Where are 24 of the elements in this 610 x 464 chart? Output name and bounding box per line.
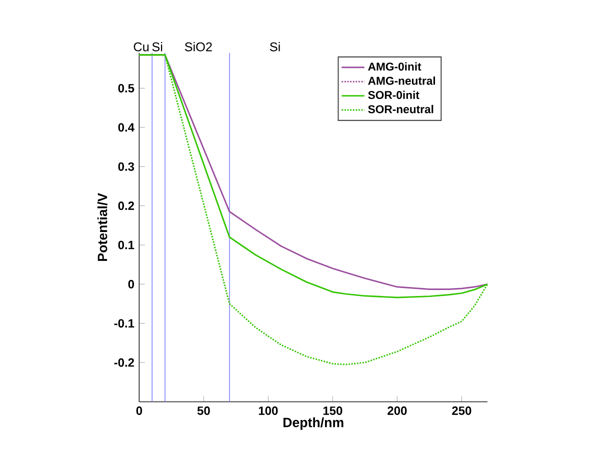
x-tick-label: 50 <box>197 406 210 415</box>
y-tick-label: 0.2 <box>118 202 134 210</box>
text: Si <box>152 42 162 52</box>
y-axis-title: Potential/V <box>97 192 108 261</box>
y-tick-label: 0.4 <box>118 123 134 132</box>
text: SiO2 <box>184 42 212 52</box>
y-tick-label: -0.2 <box>114 358 134 367</box>
legend-label: AMG-neutral <box>368 76 436 85</box>
x-tick-label: 250 <box>452 406 472 415</box>
y-tick-label: 0.5 <box>118 84 134 92</box>
x-tick-label: 200 <box>388 406 407 415</box>
y-tick-label: 0.3 <box>118 162 134 171</box>
legend-label: AMG-0init <box>368 62 422 71</box>
text: Cu <box>134 42 149 52</box>
y-tick-label: -0.1 <box>114 319 134 328</box>
legend-label: SOR-neutral <box>368 104 434 114</box>
x-tick-label: 100 <box>258 406 278 415</box>
x-tick-label: 150 <box>323 406 342 415</box>
y-tick-label: 0.1 <box>118 240 134 250</box>
x-tick-label: 0 <box>136 406 142 415</box>
legend-label: SOR-0init <box>368 90 420 100</box>
text: Si <box>270 42 280 52</box>
x-axis-title: Depth/nm <box>283 417 344 430</box>
y-tick-label: 0 <box>128 280 134 288</box>
